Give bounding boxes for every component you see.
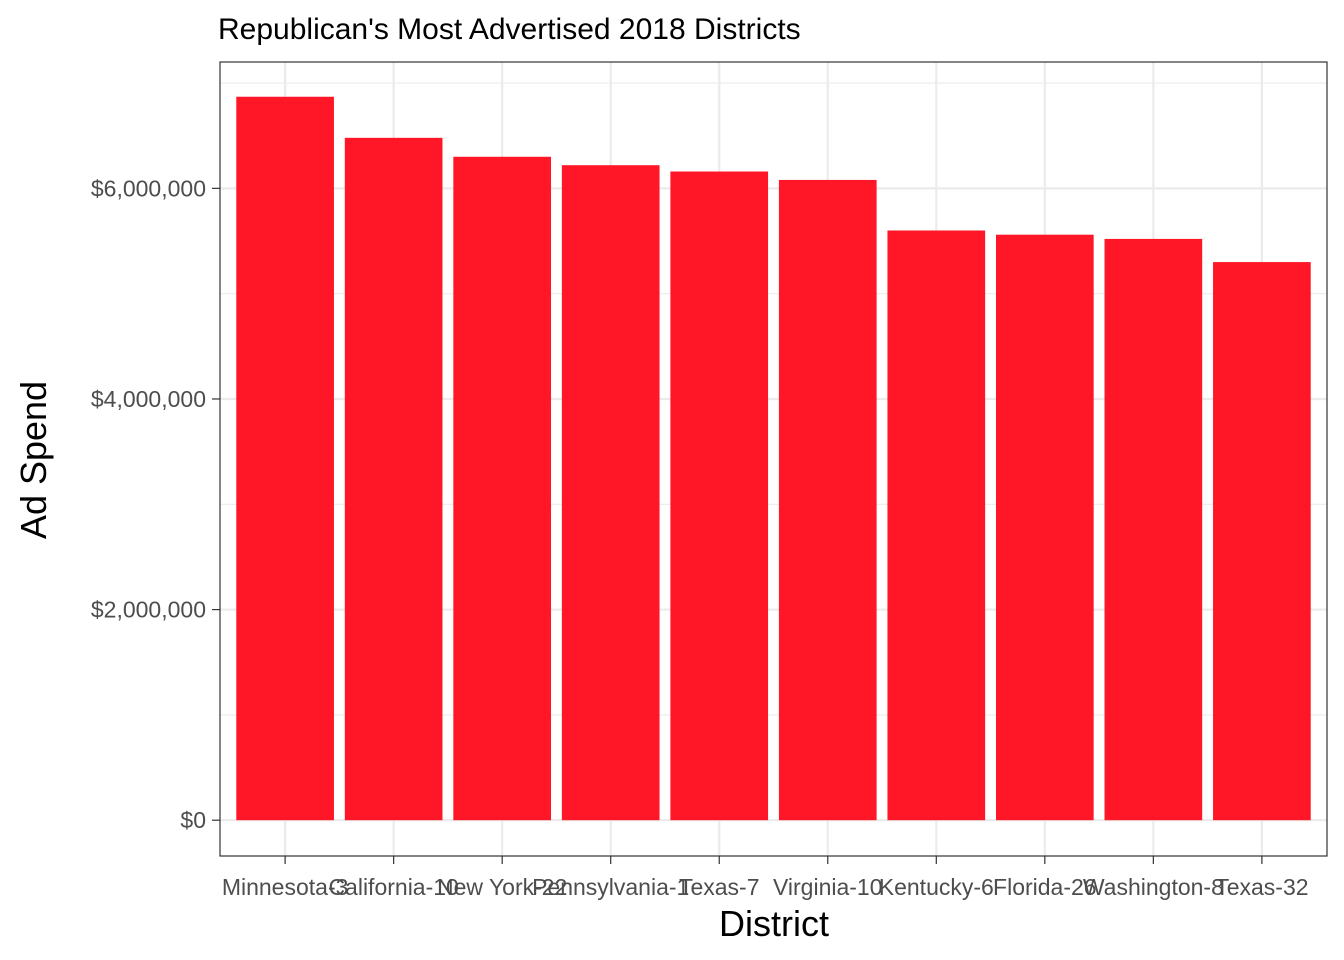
panel-border (219, 61, 1328, 857)
x-tick-label: Pennsylvania-1 (532, 874, 689, 900)
bar-california-10 (344, 137, 443, 821)
bar-florida-26 (995, 234, 1094, 821)
x-tick-label: California-10 (328, 874, 458, 900)
y-tick-label: $4,000,000 (91, 386, 206, 412)
plot-area (219, 61, 1328, 857)
y-tick-label: $2,000,000 (91, 597, 206, 623)
bar-virginia-10 (778, 179, 877, 821)
x-tick-label: New York-22 (437, 874, 567, 900)
chart-title: Republican's Most Advertised 2018 Distri… (218, 13, 801, 46)
x-tick-label: Virginia-10 (773, 874, 883, 900)
bar-pennsylvania-1 (561, 165, 660, 821)
bar-kentucky-6 (887, 230, 986, 821)
x-tick-label: Minnesota-3 (222, 874, 349, 900)
bar-texas-7 (670, 171, 769, 821)
bar-new-york-22 (453, 156, 552, 821)
bar-washington-8 (1104, 238, 1203, 821)
y-tick-label: $6,000,000 (91, 175, 206, 201)
bars (236, 96, 1311, 821)
bar-texas-32 (1213, 262, 1311, 821)
x-tick-label: Texas-32 (1215, 874, 1308, 900)
x-tick-label: Kentucky-6 (879, 874, 994, 900)
x-tick-label: Texas-7 (679, 874, 760, 900)
x-tick-label: Washington-8 (1083, 874, 1224, 900)
bar-minnesota-3 (236, 96, 334, 821)
y-tick-label: $0 (180, 807, 206, 833)
y-axis-title: Ad Spend (13, 381, 54, 539)
y-axis: $0 $2,000,000 $4,000,000 $6,000,000 (91, 175, 220, 833)
x-axis-title: District (719, 903, 829, 944)
x-tick-label: Florida-26 (993, 874, 1097, 900)
